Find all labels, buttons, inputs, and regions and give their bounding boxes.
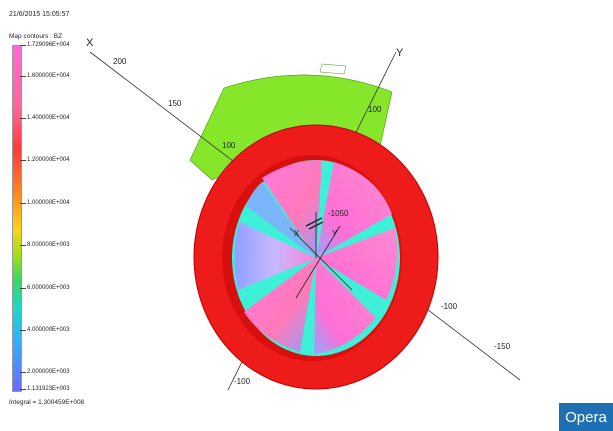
axis-tick-label: -150	[494, 342, 511, 351]
center-label: -1050	[328, 209, 349, 218]
inner-axis-letter-y: Y	[332, 229, 338, 238]
field-segment	[314, 258, 376, 354]
contour-map-title: Map contours : BZ	[9, 33, 63, 40]
scale-tick	[20, 203, 26, 204]
axis-letter-y: Y	[396, 47, 404, 59]
scale-label: 2.000000E+003	[27, 369, 70, 375]
field-segment	[246, 182, 316, 258]
axis-tick-label: 100	[222, 141, 236, 150]
axis-tick-label: 100	[368, 105, 382, 114]
scale-tick	[20, 245, 26, 246]
color-scale-bar	[12, 45, 22, 392]
integral-value: Integral = 1.300459E+008	[9, 399, 85, 406]
scale-label: 1.131923E+003	[27, 386, 70, 392]
scale-tick	[20, 160, 26, 161]
scale-label: 4.000000E+003	[27, 327, 70, 333]
scale-tick	[20, 45, 26, 46]
field-segment	[234, 222, 316, 290]
scale-tick	[20, 389, 26, 390]
coil-marker	[305, 217, 324, 230]
scale-label: 1.400000E+004	[27, 115, 70, 121]
scale-label: 1.600000E+004	[27, 73, 70, 79]
scale-label: 8.000000E+003	[27, 242, 70, 248]
scale-tick	[20, 76, 26, 77]
timestamp: 21/6/2015 15:05:57	[9, 11, 70, 18]
scale-label: 1.729096E+004	[27, 42, 70, 48]
scale-label: 6.000000E+003	[27, 285, 70, 291]
axis-tick-label: -100	[441, 302, 458, 311]
axis-tick-label: 200	[113, 57, 127, 66]
field-segment	[262, 160, 322, 258]
scale-tick	[20, 118, 26, 119]
inner-axis-letter-x: X	[294, 229, 300, 238]
axis-tick-label: -100	[234, 377, 251, 386]
inner-axis-line	[295, 225, 341, 299]
field-segment	[316, 228, 398, 300]
inner-axis-line	[289, 227, 353, 291]
sector-notch	[319, 63, 347, 75]
opera-brand-button[interactable]: Opera	[559, 403, 613, 431]
axis-letter-x: X	[86, 37, 94, 49]
scale-tick	[20, 288, 26, 289]
scale-label: 1.200000E+004	[27, 157, 70, 163]
scale-tick	[20, 372, 26, 373]
field-segment	[244, 258, 316, 352]
axis-tick-label: 150	[168, 99, 182, 108]
scale-tick	[20, 330, 26, 331]
scale-label: 1.000000E+004	[27, 200, 70, 206]
